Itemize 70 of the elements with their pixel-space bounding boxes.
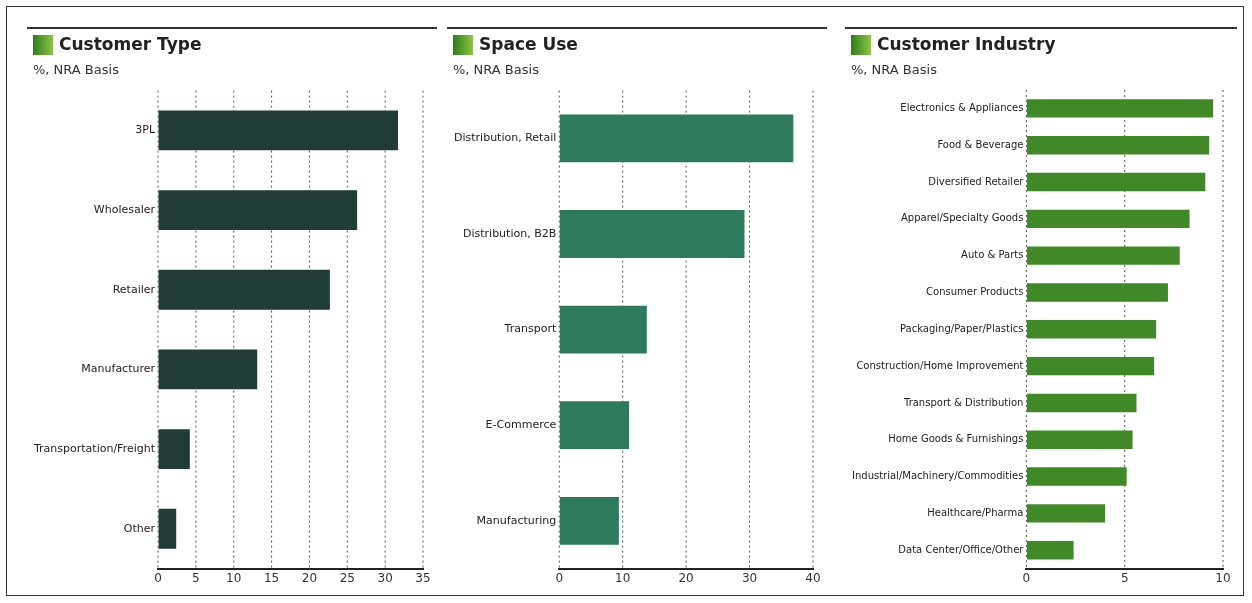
y-tick-label: 3PL [135, 123, 156, 137]
bar [1026, 430, 1133, 449]
bar [1026, 209, 1190, 229]
y-tick-label: Consumer Products [926, 286, 1024, 298]
bar [1026, 320, 1157, 339]
y-tick-label: Distribution, B2B [462, 226, 557, 240]
bar [559, 401, 630, 450]
x-tick-label: 0 [154, 570, 162, 585]
y-tick-label: Transportation/Freight [32, 441, 156, 455]
y-tick-label: Transport & Distribution [902, 396, 1024, 408]
x-tick-label: 30 [377, 570, 393, 585]
bar [158, 110, 399, 151]
bar [559, 210, 745, 258]
y-tick-label: Industrial/Machinery/Commodities [851, 470, 1024, 482]
text: %, NRA Basis [851, 62, 937, 77]
y-tick-label: Retailer [112, 282, 156, 296]
y-tick-label: Other [123, 521, 156, 535]
y-tick-label: Apparel/Specialty Goods [900, 212, 1024, 224]
x-tick-label: 25 [339, 570, 355, 585]
x-tick-label: 10 [1215, 570, 1231, 585]
x-tick-label: 20 [301, 570, 318, 585]
bar [1026, 246, 1180, 265]
y-tick-label: Diversified Retailer [928, 175, 1025, 187]
bar [158, 269, 330, 310]
y-tick-label: Data Center/Office/Other [898, 543, 1025, 555]
bar [1026, 356, 1155, 376]
bar [158, 508, 177, 549]
bar [1026, 393, 1137, 413]
y-tick-label: Wholesaler [93, 202, 156, 216]
y-tick-label: Food & Beverage [937, 138, 1024, 150]
y-tick-label: E-Commerce [485, 418, 557, 432]
bar [559, 305, 647, 354]
x-tick-label: 20 [678, 570, 694, 585]
bar [1026, 540, 1074, 560]
bar [158, 349, 258, 390]
y-tick-label: Transport [503, 322, 557, 336]
y-tick-label: Home Goods & Furnishings [888, 433, 1024, 445]
x-tick-label: 40 [805, 570, 821, 585]
chart-title: Customer Type [59, 34, 202, 54]
y-tick-label: Auto & Parts [961, 249, 1024, 261]
chart-title: Space Use [479, 34, 578, 54]
bar [1026, 172, 1206, 192]
x-tick-label: 0 [555, 570, 564, 585]
y-tick-label: Healthcare/Pharma [927, 506, 1024, 518]
chart-subtitle: %, NRA Basis [33, 62, 119, 77]
x-tick-label: 0 [1022, 570, 1031, 585]
x-tick-label: 35 [415, 570, 431, 585]
bar [158, 429, 190, 470]
x-tick-label: 30 [741, 570, 758, 585]
x-tick-label: 5 [1120, 570, 1129, 585]
x-tick-label: 10 [615, 570, 631, 585]
y-tick-label: Packaging/Paper/Plastics [900, 322, 1024, 334]
y-tick-label: Construction/Home Improvement [856, 359, 1024, 371]
bar [1026, 467, 1127, 486]
chart-subtitle: %, NRA Basis [453, 62, 539, 77]
x-tick-label: 5 [192, 570, 200, 585]
bar [559, 496, 619, 545]
x-tick-label: 15 [263, 570, 280, 585]
bar [1026, 504, 1106, 523]
bar [158, 190, 358, 231]
y-tick-label: Manufacturing [476, 513, 557, 527]
y-tick-label: Electronics & Appliances [900, 102, 1024, 113]
y-tick-label: Manufacturer [81, 362, 156, 376]
bar [1026, 99, 1214, 118]
bar [559, 114, 794, 163]
bar [1026, 283, 1168, 302]
bar [1026, 136, 1210, 155]
chart-title: Customer Industry [877, 34, 1056, 54]
x-tick-label: 10 [226, 570, 242, 585]
y-tick-label: Distribution, Retail [454, 131, 557, 145]
